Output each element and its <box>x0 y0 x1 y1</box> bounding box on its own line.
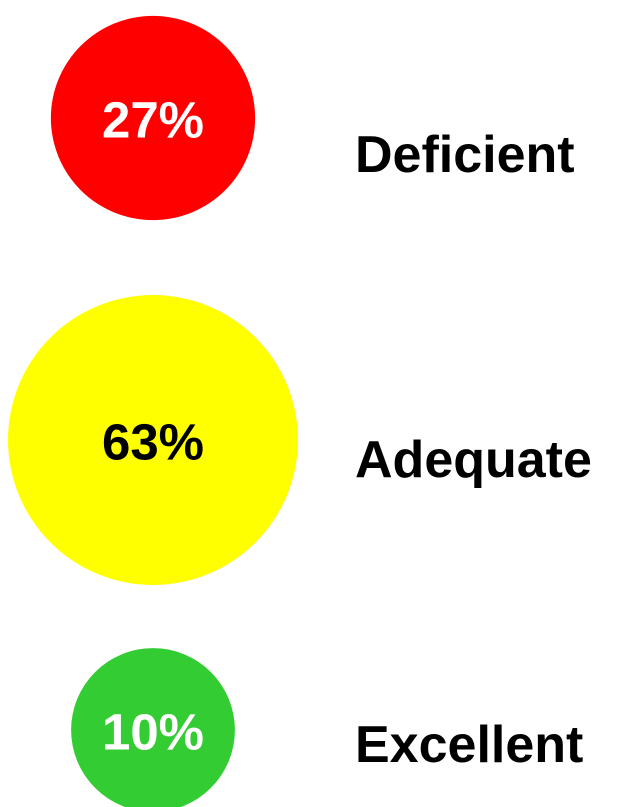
value-label: 63% <box>102 414 204 471</box>
category-label: Deficient <box>355 126 575 184</box>
bubble <box>8 295 298 585</box>
category-label: Excellent <box>355 716 583 774</box>
value-label: 27% <box>102 92 204 149</box>
category-label: Adequate <box>355 431 592 489</box>
bubble <box>71 648 235 807</box>
bubble <box>50 15 256 221</box>
value-label: 10% <box>102 704 204 761</box>
